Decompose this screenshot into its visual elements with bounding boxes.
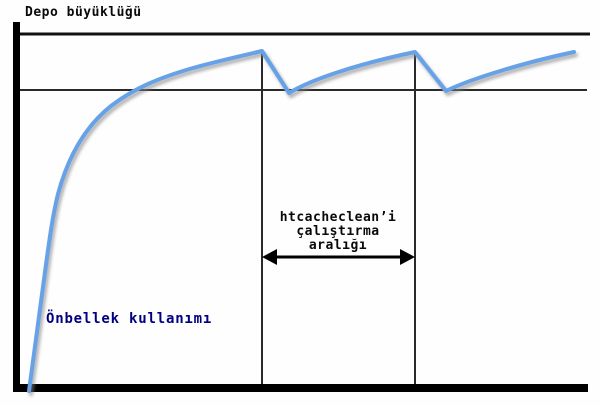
- x-axis-bar: [13, 384, 588, 392]
- y-axis-bar: [13, 22, 20, 392]
- interval-arrow-head-right-icon: [400, 249, 415, 265]
- y-axis-title: Depo büyüklüğü: [25, 5, 142, 20]
- interval-annotation-line1: htcacheclean’i: [279, 210, 397, 225]
- curve-label: Önbellek kullanımı: [46, 311, 213, 327]
- cache-usage-curve: [27, 49, 576, 393]
- interval-annotation: htcacheclean’i çalıştırma aralığı: [258, 211, 418, 253]
- interval-annotation-line2: çalıştırma: [296, 224, 380, 239]
- interval-arrow-head-left-icon: [262, 249, 277, 265]
- interval-annotation-line3: aralığı: [308, 238, 368, 253]
